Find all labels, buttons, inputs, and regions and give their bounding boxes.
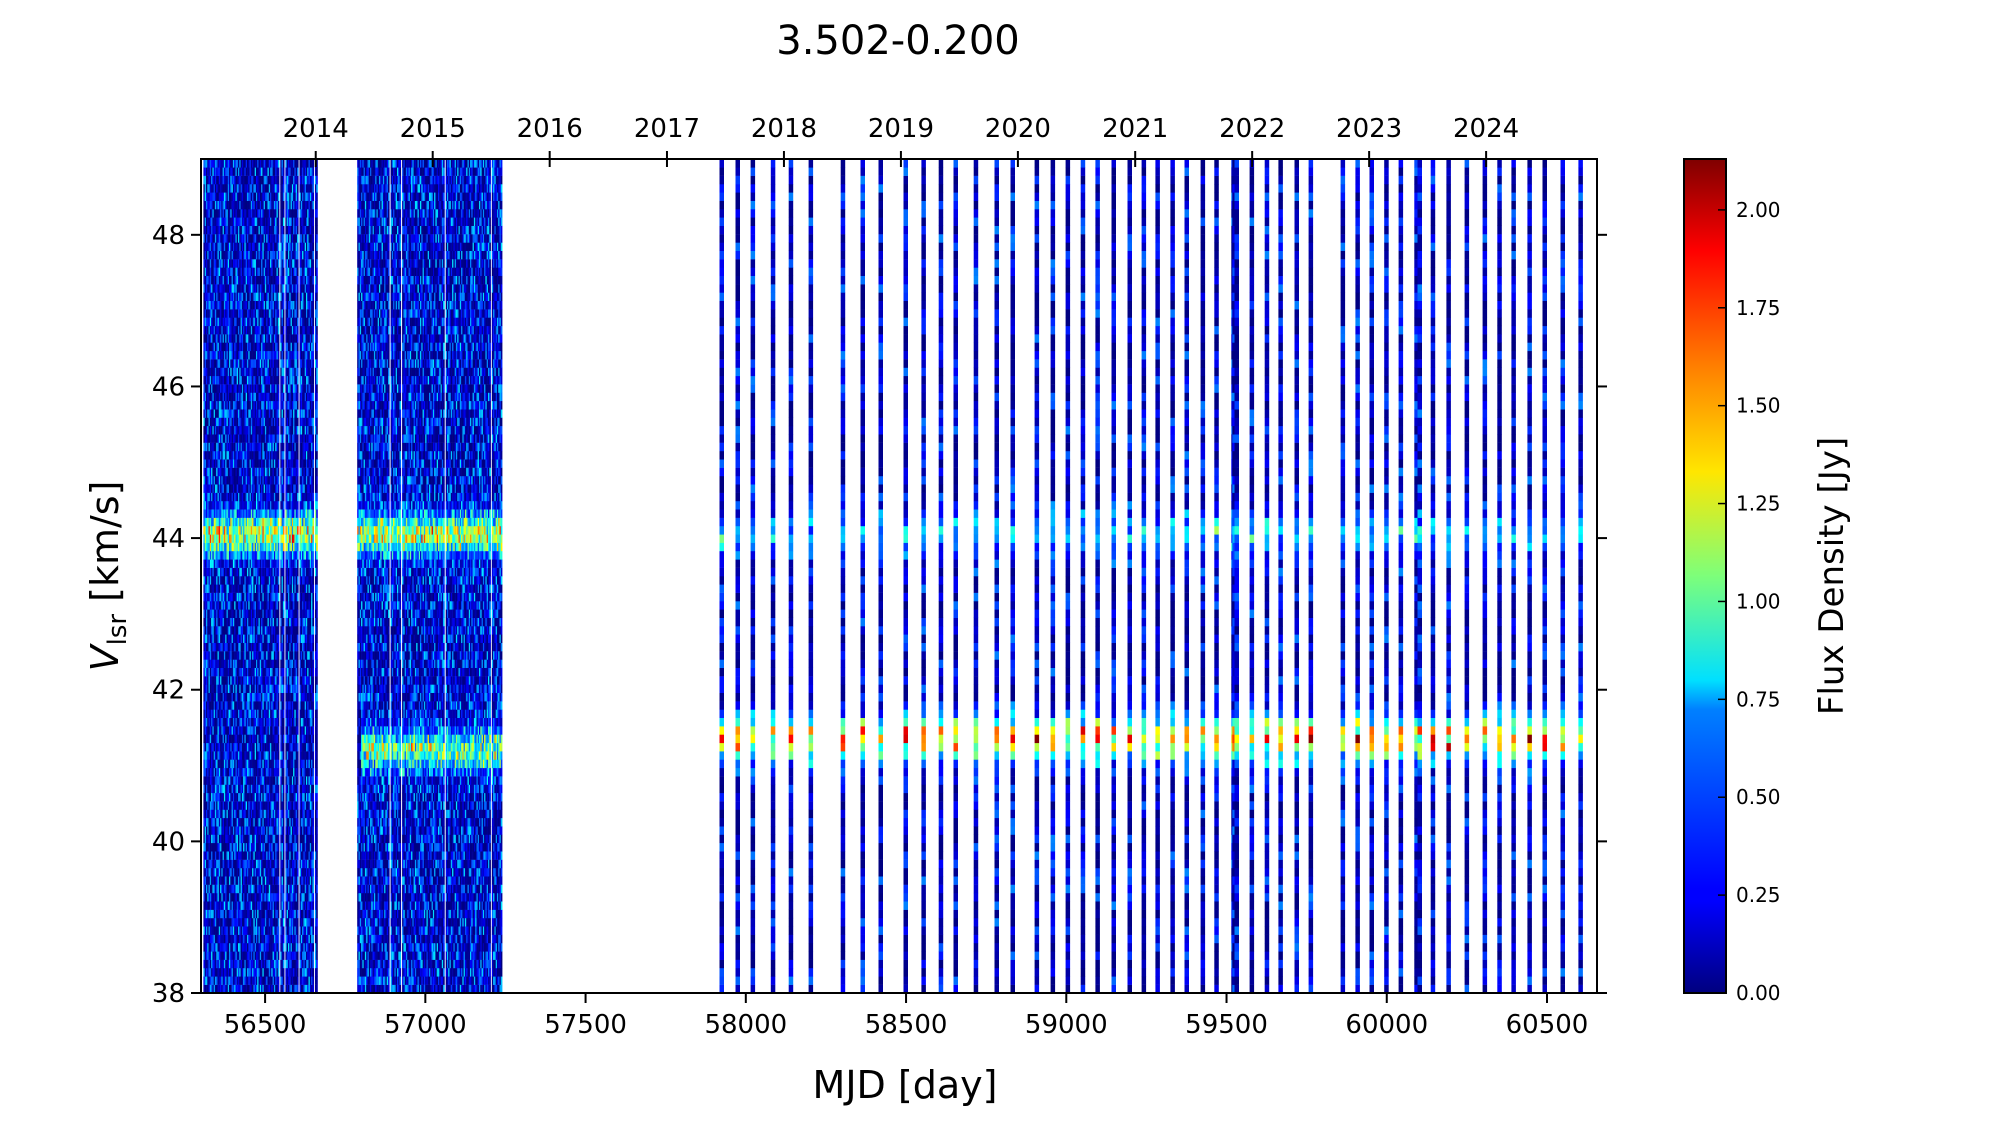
heatmap-cells <box>203 159 1583 993</box>
chart-title: 3.502-0.200 <box>776 18 1019 64</box>
heatmap-chart: 3.502-0.200 56500 57000 57500 58000 58500 590… <box>0 0 2000 1125</box>
